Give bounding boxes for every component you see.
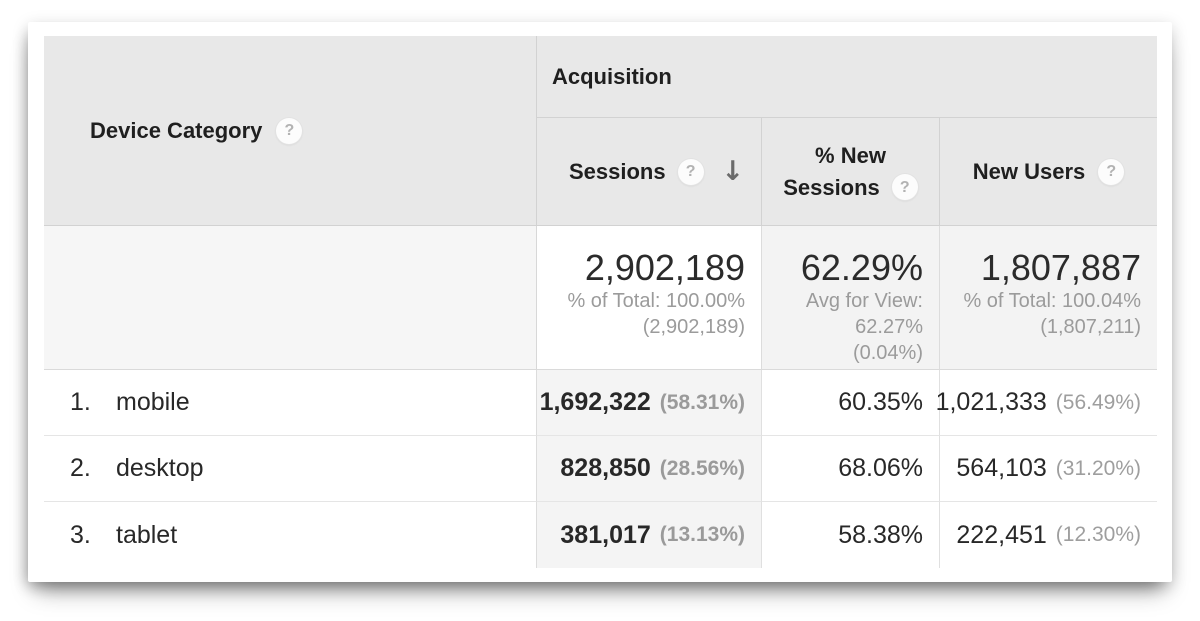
sessions-cell: 1,692,322 (58.31%) [537,370,762,436]
new-users-percent: (31.20%) [1055,456,1141,480]
table-row-device-cell: 3. tablet [44,502,537,568]
percent-new-sessions-cell: 60.35% [762,370,940,436]
table-row-device-cell: 1. mobile [44,370,537,436]
summary-percent-new-sessions-cell: 62.29% Avg for View: 62.27% (0.04%) [762,226,940,370]
help-icon[interactable]: ? [1098,158,1125,185]
device-link-mobile[interactable]: mobile [116,388,190,416]
row-index: 1. [70,388,91,416]
summary-new-users-value: 1,807,887 [980,247,1141,288]
percent-new-sessions-cell: 68.06% [762,436,940,502]
sessions-cell: 828,850 (28.56%) [537,436,762,502]
summary-avg-for-view-label: Avg for View: [805,290,923,313]
help-icon[interactable]: ? [891,174,918,201]
new-users-header-label: New Users [972,158,1086,184]
help-icon[interactable]: ? [276,117,303,144]
new-users-cell: 564,103 (31.20%) [940,436,1157,502]
percent-new-sessions-value: 68.06% [838,454,923,482]
report-card: Device Category ? Acquisition Sessions ?… [28,22,1172,582]
column-header-sessions[interactable]: Sessions ? ↓ [537,118,762,226]
summary-new-users-total-count: (1,807,211) [1040,316,1141,339]
percent-new-sessions-header-line1: % New [815,142,886,168]
new-users-cell: 1,021,333 (56.49%) [936,370,1157,436]
summary-new-users-percent-of-total: % of Total: 100.04% [963,290,1141,313]
group-header-acquisition: Acquisition [537,36,1157,118]
device-category-header-label: Device Category [90,117,263,143]
new-users-value: 1,021,333 [935,388,1047,416]
column-header-new-users[interactable]: New Users ? [940,118,1157,226]
sessions-percent: (13.13%) [659,523,745,546]
new-users-value: 222,451 [956,520,1047,549]
summary-device-category-cell [44,226,537,370]
sessions-percent: (28.56%) [659,456,745,480]
column-header-device-category[interactable]: Device Category ? [44,36,537,226]
row-index: 2. [70,454,91,482]
new-users-percent: (56.49%) [1055,390,1141,414]
summary-sessions-percent-of-total: % of Total: 100.00% [567,290,745,313]
device-category-table: Device Category ? Acquisition Sessions ?… [44,36,1157,568]
acquisition-header-label: Acquisition [552,63,672,89]
device-link-tablet[interactable]: tablet [116,520,178,549]
summary-sessions-cell: 2,902,189 % of Total: 100.00% (2,902,189… [537,226,762,370]
new-users-value: 564,103 [956,454,1047,482]
summary-percent-new-sessions-value: 62.29% [800,247,923,288]
new-users-percent: (12.30%) [1055,523,1141,546]
summary-sessions-value: 2,902,189 [584,247,745,288]
sessions-header-label: Sessions [569,158,666,184]
sort-descending-icon[interactable]: ↓ [721,156,744,187]
summary-sessions-total-count: (2,902,189) [642,316,745,339]
sessions-value: 381,017 [560,520,651,549]
percent-new-sessions-header-line2: Sessions [783,174,880,200]
new-users-cell: 222,451 (12.30%) [940,502,1157,568]
percent-new-sessions-cell: 58.38% [762,502,940,568]
sessions-value: 1,692,322 [539,388,651,416]
summary-avg-for-view-value: 62.27% [855,316,923,339]
table-row-device-cell: 2. desktop [44,436,537,502]
percent-new-sessions-value: 58.38% [838,520,923,549]
percent-new-sessions-value: 60.35% [838,388,923,416]
help-icon[interactable]: ? [677,158,704,185]
column-header-percent-new-sessions[interactable]: % New Sessions ? [762,118,940,226]
summary-new-users-cell: 1,807,887 % of Total: 100.04% (1,807,211… [940,226,1157,370]
sessions-cell: 381,017 (13.13%) [537,502,762,568]
device-link-desktop[interactable]: desktop [116,454,204,482]
sessions-value: 828,850 [560,454,651,482]
sessions-percent: (58.31%) [659,390,745,414]
summary-avg-for-view-delta: (0.04%) [852,342,923,365]
row-index: 3. [70,520,91,549]
